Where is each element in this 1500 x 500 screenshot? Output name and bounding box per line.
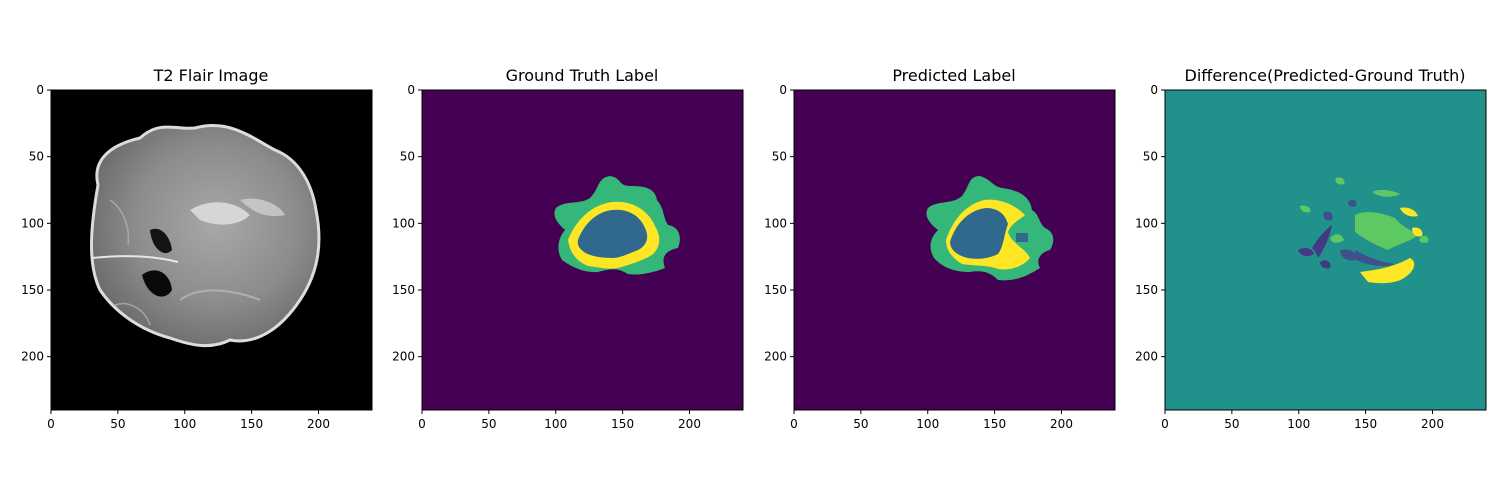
x-axis-t2-flair: 0 50 100 150 200 [47,410,330,431]
y-tick-label: 50 [772,150,787,164]
y-tick-label: 200 [392,350,415,364]
y-tick-label: 200 [764,350,787,364]
y-tick-label: 100 [21,216,44,230]
y-axis-t2-flair: 0 50 100 150 200 [21,83,51,364]
panel-title-predicted: Predicted Label [892,66,1015,85]
panel-ground-truth: Ground Truth Label 0 50 100 150 200 0 50 100 15… [392,66,744,431]
y-tick-label: 150 [392,283,415,297]
x-tick-label: 0 [1161,417,1169,431]
x-axis-difference: 0 50 100 150 200 [1161,410,1444,431]
y-tick-label: 150 [1135,283,1158,297]
y-tick-label: 200 [1135,350,1158,364]
x-tick-label: 200 [678,417,701,431]
x-tick-label: 200 [307,417,330,431]
y-tick-label: 100 [764,216,787,230]
y-tick-label: 200 [21,350,44,364]
core-region [950,208,1008,259]
y-axis-difference: 0 50 100 150 200 [1135,83,1165,364]
x-tick-label: 200 [1421,417,1444,431]
y-tick-label: 0 [36,83,44,97]
difference-background [1165,90,1486,410]
core-fragment [1016,233,1028,242]
x-tick-label: 150 [240,417,263,431]
core-region [577,209,648,258]
x-tick-label: 50 [481,417,496,431]
panel-predicted: Predicted Label 0 50 100 150 200 0 50 100 150 20… [764,66,1116,431]
y-axis-ground-truth: 0 50 100 150 200 [392,83,422,364]
y-tick-label: 150 [764,283,787,297]
plot-frame [793,89,1116,411]
plot-frame [50,89,373,411]
panel-t2-flair: T2 Flair Image 0 50 100 150 200 0 50 100 150 200 [21,66,373,431]
x-tick-label: 0 [47,417,55,431]
plot-frame [421,89,744,411]
x-tick-label: 50 [853,417,868,431]
y-tick-label: 0 [779,83,787,97]
x-axis-predicted: 0 50 100 150 200 [790,410,1073,431]
difference-marks [1298,177,1429,284]
x-tick-label: 150 [983,417,1006,431]
y-tick-label: 150 [21,283,44,297]
panel-title-ground-truth: Ground Truth Label [506,66,659,85]
y-tick-label: 100 [1135,216,1158,230]
x-tick-label: 0 [418,417,426,431]
y-tick-label: 0 [1150,83,1158,97]
plot-frame [1164,89,1487,411]
x-axis-ground-truth: 0 50 100 150 200 [418,410,701,431]
panel-difference: Difference(Predicted-Ground Truth) 0 50 10… [1135,66,1487,431]
x-tick-label: 100 [173,417,196,431]
y-tick-label: 50 [400,150,415,164]
y-tick-label: 100 [392,216,415,230]
x-tick-label: 100 [1287,417,1310,431]
y-tick-label: 50 [1143,150,1158,164]
x-tick-label: 100 [916,417,939,431]
y-tick-label: 50 [29,150,44,164]
panel-title-difference: Difference(Predicted-Ground Truth) [1185,66,1466,85]
brain-image [90,123,321,348]
y-tick-label: 0 [407,83,415,97]
x-tick-label: 50 [1224,417,1239,431]
x-tick-label: 100 [544,417,567,431]
x-tick-label: 150 [611,417,634,431]
panel-title-t2-flair: T2 Flair Image [153,66,269,85]
x-tick-label: 0 [790,417,798,431]
y-axis-predicted: 0 50 100 150 200 [764,83,794,364]
x-tick-label: 50 [110,417,125,431]
x-tick-label: 150 [1354,417,1377,431]
x-tick-label: 200 [1050,417,1073,431]
